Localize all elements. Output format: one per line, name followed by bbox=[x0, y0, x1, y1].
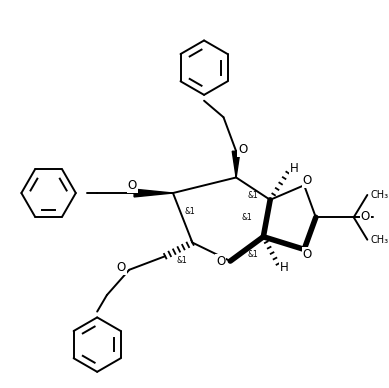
Text: O: O bbox=[238, 143, 247, 156]
Polygon shape bbox=[232, 151, 240, 177]
Text: &1: &1 bbox=[248, 191, 259, 200]
Text: &1: &1 bbox=[248, 250, 258, 259]
Text: H: H bbox=[280, 262, 289, 274]
Text: H: H bbox=[290, 162, 299, 175]
Polygon shape bbox=[134, 189, 173, 197]
Text: O: O bbox=[302, 248, 312, 261]
Text: CH₃: CH₃ bbox=[370, 235, 388, 245]
Text: &1: &1 bbox=[185, 207, 195, 216]
Text: &1: &1 bbox=[242, 213, 252, 222]
Text: &1: &1 bbox=[177, 256, 187, 265]
Text: O: O bbox=[216, 255, 225, 268]
Text: O: O bbox=[128, 179, 137, 192]
Text: CH₃: CH₃ bbox=[370, 190, 388, 200]
Text: O: O bbox=[117, 262, 126, 274]
Text: O: O bbox=[302, 174, 312, 187]
Text: O: O bbox=[361, 210, 370, 223]
